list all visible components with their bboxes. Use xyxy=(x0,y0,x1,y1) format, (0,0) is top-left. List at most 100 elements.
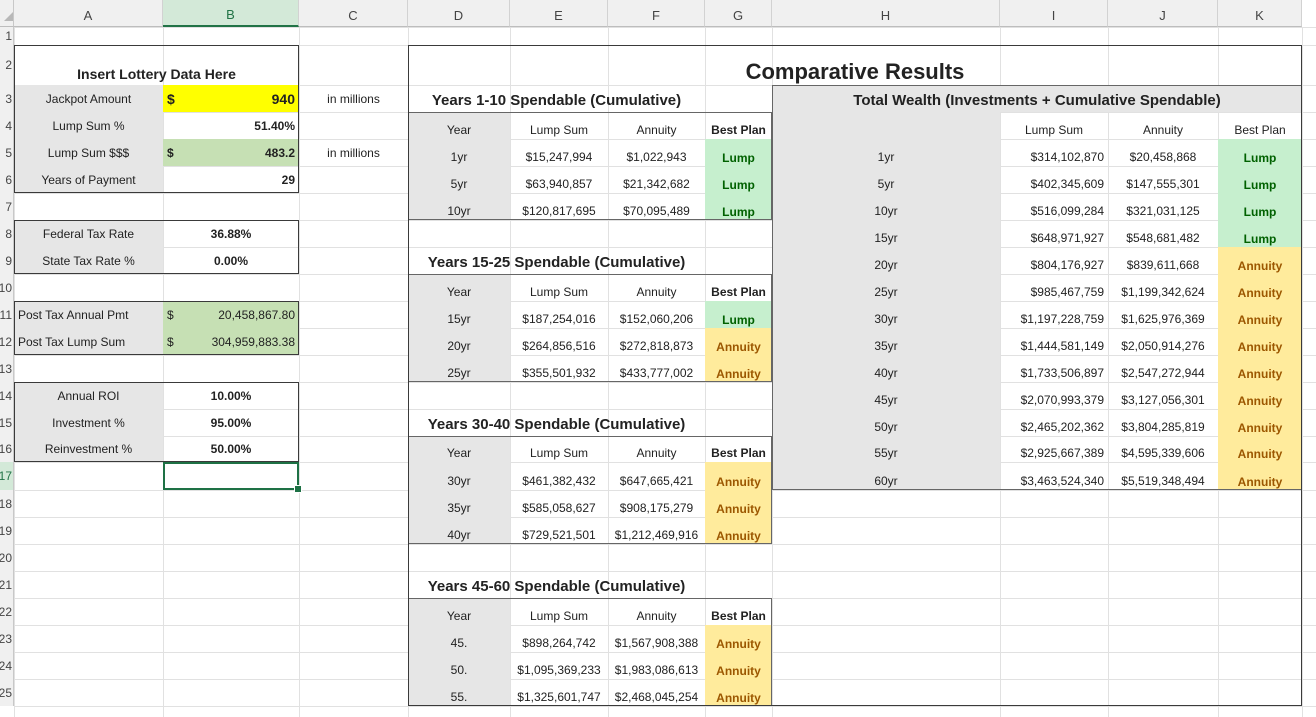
block4-col-best: Best Plan xyxy=(711,609,766,623)
row-header-17[interactable]: 17 xyxy=(0,462,14,490)
roi-panel-frame xyxy=(14,382,299,462)
gridline xyxy=(14,462,1316,463)
row-header-8[interactable]: 8 xyxy=(0,220,14,247)
fill-handle[interactable] xyxy=(294,485,302,493)
row-header-9[interactable]: 9 xyxy=(0,247,14,274)
gridline xyxy=(1302,27,1303,717)
fed-tax-input[interactable]: 36.88% xyxy=(210,226,252,241)
wealth-row-year: 50yr xyxy=(772,409,1000,436)
wealth-row-annuity: $5,519,348,494 xyxy=(1121,474,1205,488)
wealth-row-best: Lump xyxy=(1218,166,1302,193)
row-header-16[interactable]: 16 xyxy=(0,436,14,462)
lump-sss-input[interactable]: $483.2 xyxy=(163,139,299,166)
state-tax-input[interactable]: 0.00% xyxy=(213,253,249,268)
block3-row-best: Annuity xyxy=(705,517,772,544)
investment-input[interactable]: 95.00% xyxy=(210,415,252,430)
row-header-1[interactable]: 1 xyxy=(0,27,14,45)
lump-sss-currency: $ xyxy=(167,145,174,160)
row-header-7[interactable]: 7 xyxy=(0,193,14,220)
jackpot-input[interactable]: $940 xyxy=(163,85,299,112)
row-header-24[interactable]: 24 xyxy=(0,652,14,679)
row-header-12[interactable]: 12 xyxy=(0,328,14,355)
post-tax-lump[interactable]: $304,959,883.38 xyxy=(163,328,299,355)
column-header-f[interactable]: F xyxy=(608,0,705,27)
wealth-row-annuity: $3,127,056,301 xyxy=(1121,393,1205,407)
post-tax-annual[interactable]: $20,458,867.80 xyxy=(163,301,299,328)
block3-row-annuity: $1,212,469,916 xyxy=(614,528,699,542)
block2-row-best: Annuity xyxy=(705,328,772,355)
reinvestment-label: Reinvestment % xyxy=(14,436,163,462)
gridline xyxy=(14,85,1316,86)
row-header-3[interactable]: 3 xyxy=(0,85,14,112)
wealth-row-annuity: $548,681,482 xyxy=(1126,231,1200,245)
wealth-row-lump: $1,197,228,759 xyxy=(1020,312,1104,326)
column-header-e[interactable]: E xyxy=(510,0,608,27)
row-header-23[interactable]: 23 xyxy=(0,625,14,652)
selected-cell-b17[interactable] xyxy=(163,462,299,490)
block3-col-year: Year xyxy=(408,436,510,462)
wealth-col-annuity: Annuity xyxy=(1142,123,1184,137)
block1-col-best: Best Plan xyxy=(711,123,766,137)
block3-row-best: Annuity xyxy=(705,462,772,490)
gridline xyxy=(14,382,1316,383)
wealth-row-annuity: $1,625,976,369 xyxy=(1121,312,1205,326)
gridline xyxy=(14,301,1316,302)
select-all-icon[interactable] xyxy=(4,12,13,21)
column-header-d[interactable]: D xyxy=(408,0,510,27)
column-header-g[interactable]: G xyxy=(705,0,772,27)
row-header-4[interactable]: 4 xyxy=(0,112,14,139)
column-header-j[interactable]: J xyxy=(1108,0,1218,27)
row-header-14[interactable]: 14 xyxy=(0,382,14,409)
row-header-25[interactable]: 25 xyxy=(0,679,14,706)
block1-row-lump: $120,817,695 xyxy=(522,204,596,218)
block4-row-best: Annuity xyxy=(705,625,772,652)
tax-panel-frame xyxy=(14,220,299,274)
wealth-row-best: Annuity xyxy=(1218,355,1302,382)
investment-label: Investment % xyxy=(14,409,163,436)
wealth-row-lump: $314,102,870 xyxy=(1030,150,1104,164)
row-header-10[interactable]: 10 xyxy=(0,274,14,301)
column-header-i[interactable]: I xyxy=(1000,0,1108,27)
block2-col-best: Best Plan xyxy=(711,285,766,299)
block1-row-lump: $15,247,994 xyxy=(525,150,593,164)
lump-pct-input[interactable]: 51.40% xyxy=(254,118,295,133)
gridline xyxy=(608,27,609,717)
block3-row-best: Annuity xyxy=(705,490,772,517)
jackpot-currency: $ xyxy=(167,90,175,107)
wealth-row-annuity: $1,199,342,624 xyxy=(1121,285,1205,299)
block4-title: Years 45-60 Spendable (Cumulative) xyxy=(427,578,686,595)
row-header-6[interactable]: 6 xyxy=(0,166,14,193)
row-header-19[interactable]: 19 xyxy=(0,517,14,544)
block2-row-year: 25yr xyxy=(408,355,510,382)
column-header-k[interactable]: K xyxy=(1218,0,1302,27)
block3-row-annuity: $908,175,279 xyxy=(619,501,694,515)
row-header-20[interactable]: 20 xyxy=(0,544,14,571)
roi-label: Annual ROI xyxy=(14,382,163,409)
column-header-c[interactable]: C xyxy=(299,0,408,27)
reinvestment-input[interactable]: 50.00% xyxy=(210,442,252,456)
row-header-5[interactable]: 5 xyxy=(0,139,14,166)
row-header-18[interactable]: 18 xyxy=(0,490,14,517)
lump-pct-label: Lump Sum % xyxy=(14,112,163,139)
row-header-21[interactable]: 21 xyxy=(0,571,14,598)
block1-title: Years 1-10 Spendable (Cumulative) xyxy=(431,92,682,109)
wealth-row-best: Annuity xyxy=(1218,462,1302,490)
block4-col-annuity: Annuity xyxy=(636,609,677,623)
years-input[interactable]: 29 xyxy=(281,172,295,187)
row-header-11[interactable]: 11 xyxy=(0,301,14,328)
wealth-row-year: 5yr xyxy=(772,166,1000,193)
block4-row-year: 55. xyxy=(408,679,510,706)
post-tax-lump-currency: $ xyxy=(167,334,174,349)
row-header-22[interactable]: 22 xyxy=(0,598,14,625)
column-header-a[interactable]: A xyxy=(14,0,163,27)
wealth-row-best: Annuity xyxy=(1218,409,1302,436)
row-header-15[interactable]: 15 xyxy=(0,409,14,436)
column-header-b[interactable]: B xyxy=(163,0,299,27)
wealth-row-best: Annuity xyxy=(1218,328,1302,355)
roi-input[interactable]: 10.00% xyxy=(210,388,252,403)
results-frame xyxy=(408,45,1302,706)
column-header-h[interactable]: H xyxy=(772,0,1000,27)
row-header-13[interactable]: 13 xyxy=(0,355,14,382)
wealth-row-lump: $985,467,759 xyxy=(1030,285,1104,299)
row-header-2[interactable]: 2 xyxy=(0,45,14,85)
